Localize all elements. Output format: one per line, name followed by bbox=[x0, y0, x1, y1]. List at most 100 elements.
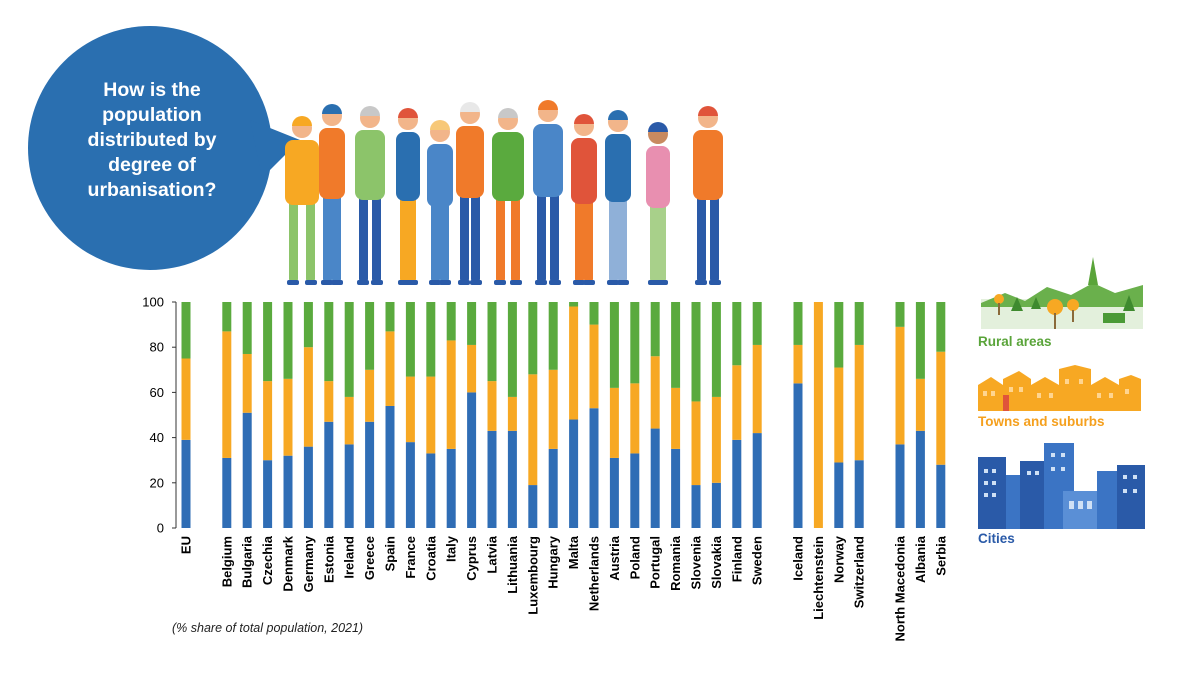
bar-rural-areas bbox=[895, 302, 905, 327]
x-category-label: Ireland bbox=[342, 536, 357, 579]
bar-rural-areas bbox=[344, 302, 354, 397]
person-shoe bbox=[357, 280, 369, 285]
bar-cities bbox=[303, 446, 313, 528]
person-shoe bbox=[331, 280, 343, 285]
legend-rural-areas: Rural areas bbox=[978, 334, 1052, 349]
bar-towns-and-suburbs bbox=[263, 381, 273, 461]
person-shoe bbox=[709, 280, 721, 285]
bar-rural-areas bbox=[548, 302, 558, 370]
y-tick-label: 20 bbox=[150, 475, 164, 490]
x-category-label: Italy bbox=[444, 535, 459, 562]
chart-note: (% share of total population, 2021) bbox=[172, 621, 364, 635]
person-shoe bbox=[510, 280, 522, 285]
bar-towns-and-suburbs bbox=[609, 387, 619, 458]
person-shoe bbox=[573, 280, 585, 285]
bar-cities bbox=[222, 457, 232, 528]
bar-rural-areas bbox=[222, 302, 232, 332]
bar-rural-areas bbox=[936, 302, 946, 352]
towns-illustration bbox=[978, 365, 1141, 411]
bar-rural-areas bbox=[589, 302, 599, 325]
person-leg bbox=[306, 201, 315, 282]
x-category-label: Iceland bbox=[791, 536, 806, 581]
bar-rural-areas bbox=[385, 302, 395, 332]
person-shoe bbox=[429, 280, 441, 285]
bar-cities bbox=[589, 408, 599, 528]
bar-towns-and-suburbs bbox=[303, 347, 313, 447]
x-category-label: Portugal bbox=[648, 536, 663, 589]
x-category-label: Lithuania bbox=[505, 535, 520, 594]
person-leg bbox=[609, 198, 618, 282]
x-category-label: Denmark bbox=[281, 535, 296, 591]
bar-cities bbox=[324, 421, 334, 528]
person-torso bbox=[319, 128, 345, 199]
person-hair bbox=[698, 106, 718, 116]
bar-rural-areas bbox=[365, 302, 375, 370]
x-category-label: Serbia bbox=[933, 535, 948, 576]
person-leg bbox=[511, 197, 520, 282]
legend-cities: Cities bbox=[978, 531, 1015, 546]
x-category-label: Czechia bbox=[260, 535, 275, 585]
x-category-label: Latvia bbox=[485, 535, 500, 573]
bar-cities bbox=[711, 482, 721, 528]
person-hair bbox=[322, 104, 342, 114]
bar-cities bbox=[487, 430, 497, 528]
bar-rural-areas bbox=[854, 302, 864, 345]
bar-towns-and-suburbs bbox=[548, 369, 558, 449]
bar-towns-and-suburbs bbox=[936, 351, 946, 465]
bar-rural-areas bbox=[446, 302, 456, 341]
x-category-label: Cyprus bbox=[464, 536, 479, 581]
person-leg bbox=[372, 196, 381, 282]
bar-towns-and-suburbs bbox=[752, 344, 762, 434]
person-shoe bbox=[695, 280, 707, 285]
bar-towns-and-suburbs bbox=[283, 378, 293, 456]
bar-cities bbox=[671, 448, 681, 528]
person-leg bbox=[471, 194, 480, 282]
bar-cities bbox=[507, 430, 517, 528]
bar-cities bbox=[793, 383, 803, 528]
person-shoe bbox=[470, 280, 482, 285]
person-leg bbox=[697, 196, 706, 282]
bar-rural-areas bbox=[507, 302, 517, 397]
person-shoe bbox=[439, 280, 451, 285]
person-shoe bbox=[535, 280, 547, 285]
bar-towns-and-suburbs bbox=[507, 396, 517, 431]
person-hair bbox=[398, 108, 418, 118]
bar-towns-and-suburbs bbox=[589, 324, 599, 409]
x-category-label: Poland bbox=[627, 536, 642, 579]
bar-towns-and-suburbs bbox=[834, 367, 844, 463]
person-shoe bbox=[617, 280, 629, 285]
bar-towns-and-suburbs bbox=[222, 331, 232, 458]
person-torso bbox=[285, 140, 319, 205]
bar-rural-areas bbox=[609, 302, 619, 388]
bar-towns-and-suburbs bbox=[446, 340, 456, 449]
x-category-label: North Macedonia bbox=[893, 535, 908, 641]
person-leg bbox=[323, 195, 332, 282]
bar-rural-areas bbox=[263, 302, 273, 382]
bar-rural-areas bbox=[671, 302, 681, 388]
speech-bubble bbox=[28, 26, 300, 270]
bar-rural-areas bbox=[303, 302, 313, 348]
bar-towns-and-suburbs bbox=[732, 365, 742, 440]
bar-towns-and-suburbs bbox=[405, 376, 415, 443]
x-category-label: Malta bbox=[566, 535, 581, 569]
x-category-label: Liechtenstein bbox=[811, 536, 826, 620]
person-torso bbox=[355, 130, 385, 200]
person-hair bbox=[360, 106, 380, 116]
x-axis-labels: EU Belgium Bulgaria Czechia Denmark Germany Es… bbox=[179, 535, 949, 641]
x-category-label: Netherlands bbox=[587, 536, 602, 611]
bar-towns-and-suburbs bbox=[365, 369, 375, 422]
bar-rural-areas bbox=[732, 302, 742, 366]
person-shoe bbox=[321, 280, 333, 285]
bar-cities bbox=[467, 392, 477, 528]
x-category-label: Bulgaria bbox=[240, 535, 255, 588]
y-tick-label: 0 bbox=[157, 521, 164, 536]
bar-towns-and-suburbs bbox=[385, 331, 395, 406]
bar-rural-areas bbox=[467, 302, 477, 345]
x-category-label: Croatia bbox=[423, 535, 438, 581]
x-category-label: Albania bbox=[913, 535, 928, 583]
bar-cities bbox=[242, 412, 252, 528]
bar-cities bbox=[405, 442, 415, 528]
bar-towns-and-suburbs bbox=[528, 374, 538, 486]
person-leg bbox=[575, 200, 584, 282]
